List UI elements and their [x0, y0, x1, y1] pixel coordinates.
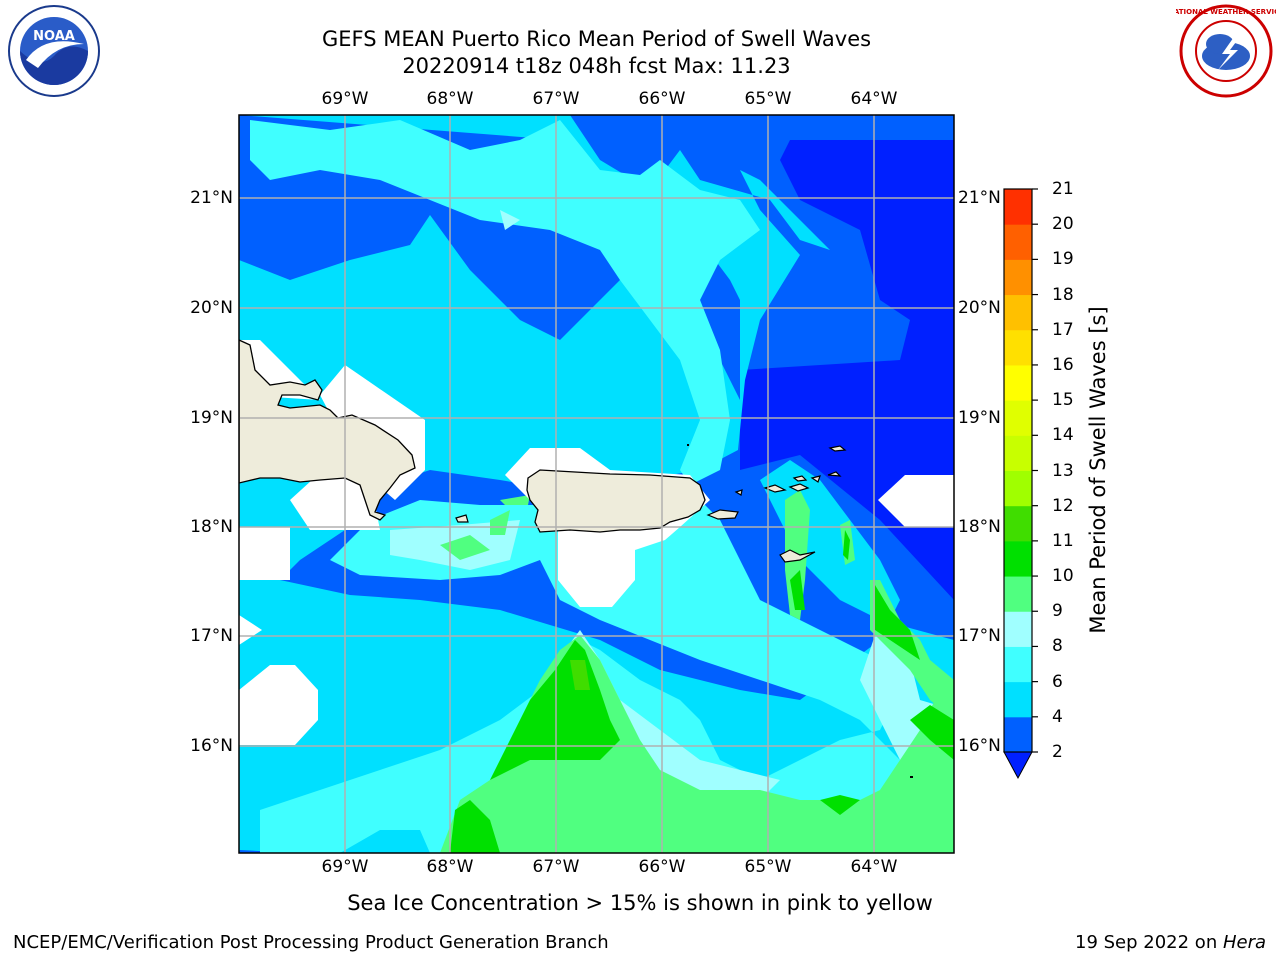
nws-logo-text: NATIONAL WEATHER SERVICE: [1176, 8, 1276, 16]
colorbar-tick-label: 11: [1052, 530, 1074, 551]
lat-label-left: 21°N: [190, 188, 233, 208]
swell-contour-12-plus: [570, 660, 590, 690]
map-frame: [238, 114, 955, 854]
footer-credit: NCEP/EMC/Verification Post Processing Pr…: [13, 932, 609, 953]
colorbar-segment: [1004, 224, 1032, 260]
colorbar-tick-label: 4: [1052, 706, 1063, 727]
colorbar-tick-label: 2: [1052, 742, 1063, 762]
lat-label-left: 19°N: [190, 408, 233, 428]
map-gridlines: [239, 115, 954, 853]
lon-label-bottom: 65°W: [744, 857, 792, 877]
masked-area-7: [878, 475, 954, 527]
land-mona: [455, 514, 469, 523]
lat-label-left: 17°N: [190, 626, 233, 646]
land-virgin-islands: [734, 445, 847, 496]
lat-label-left: 16°N: [190, 736, 233, 756]
lat-label-left: 20°N: [190, 298, 233, 318]
colorbar-segment: [1004, 611, 1032, 647]
land-st-croix: [779, 549, 816, 563]
colorbar-segment: [1004, 646, 1032, 683]
colorbar-label: Mean Period of Swell Waves [s]: [1086, 306, 1110, 634]
colorbar-tick-label: 14: [1052, 425, 1074, 446]
chart-title: GEFS MEAN Puerto Rico Mean Period of Swe…: [321, 27, 872, 51]
swell-contour-8-9: [250, 120, 954, 853]
lat-label-right: 19°N: [958, 408, 1001, 428]
chart-subtitle-forecast: 20220914 t18z 048h fcst Max: 11.23: [402, 54, 791, 78]
lat-label-right: 21°N: [958, 188, 1001, 208]
swell-contour-11-12: [450, 530, 954, 853]
colorbar-segment: [1004, 470, 1032, 507]
colorbar-tick-label: 13: [1052, 460, 1074, 481]
colorbar-segment: [1004, 681, 1032, 718]
lat-label-right: 17°N: [958, 626, 1001, 646]
footer-date-text: 19 Sep 2022 on: [1075, 932, 1223, 953]
lon-label-top: 67°W: [532, 89, 580, 109]
footer-host: Hera: [1222, 932, 1266, 953]
colorbar-tick-label: 18: [1052, 284, 1074, 305]
nws-logo: NATIONAL WEATHER SERVICE: [1176, 4, 1276, 98]
colorbar-tick-label: 8: [1052, 636, 1063, 657]
colorbar: [1003, 188, 1038, 780]
colorbar-under-triangle: [1003, 751, 1033, 780]
masked-area-6: [239, 665, 318, 745]
colorbar-tick-label: 16: [1052, 354, 1074, 375]
colorbar-tick-label: 19: [1052, 249, 1074, 270]
lon-label-top: 64°W: [850, 89, 898, 109]
swell-contour-10-11: [440, 490, 954, 853]
colorbar-segment: [1004, 189, 1032, 225]
colorbar-segment: [1004, 716, 1032, 753]
lon-label-bottom: 68°W: [426, 857, 474, 877]
masked-area-5: [239, 615, 262, 645]
lat-label-right: 16°N: [958, 736, 1001, 756]
noaa-logo: NOAA: [8, 5, 100, 97]
colorbar-segment: [1004, 294, 1032, 331]
lon-label-top: 65°W: [744, 89, 792, 109]
colorbar-tick-label: 15: [1052, 390, 1074, 411]
masked-area-1: [239, 527, 290, 580]
colorbar-tick-label: 12: [1052, 495, 1074, 516]
colorbar-tick-label: 21: [1052, 179, 1074, 199]
land-puerto-rico: [526, 469, 706, 533]
lat-label-left: 18°N: [190, 517, 233, 537]
colorbar-segment: [1004, 259, 1032, 296]
lat-label-right: 20°N: [958, 298, 1001, 318]
sea-ice-note: Sea Ice Concentration > 15% is shown in …: [347, 891, 933, 915]
lon-label-bottom: 67°W: [532, 857, 580, 877]
colorbar-segment: [1004, 540, 1032, 577]
colorbar-tick-label: 6: [1052, 671, 1063, 692]
colorbar-segment: [1004, 435, 1032, 471]
noaa-logo-text: NOAA: [33, 29, 75, 44]
colorbar-segment: [1004, 364, 1032, 401]
colorbar-segment: [1004, 576, 1032, 612]
land-vieques: [706, 509, 739, 520]
footer-date: 19 Sep 2022 on Hera: [1075, 932, 1266, 953]
colorbar-tick-label: 10: [1052, 566, 1074, 587]
lon-label-bottom: 66°W: [638, 857, 686, 877]
lon-label-top: 68°W: [426, 89, 474, 109]
colorbar-tick-label: 9: [1052, 601, 1063, 622]
lon-label-top: 69°W: [321, 89, 369, 109]
colorbar-segment: [1004, 329, 1032, 366]
colorbar-segment: [1004, 505, 1032, 542]
colorbar-tick-label: 17: [1052, 319, 1074, 340]
lon-label-top: 66°W: [638, 89, 686, 109]
lon-label-bottom: 64°W: [850, 857, 898, 877]
colorbar-segment: [1004, 400, 1032, 436]
lat-label-right: 18°N: [958, 517, 1001, 537]
lon-label-bottom: 69°W: [321, 857, 369, 877]
colorbar-tick-label: 20: [1052, 214, 1074, 235]
